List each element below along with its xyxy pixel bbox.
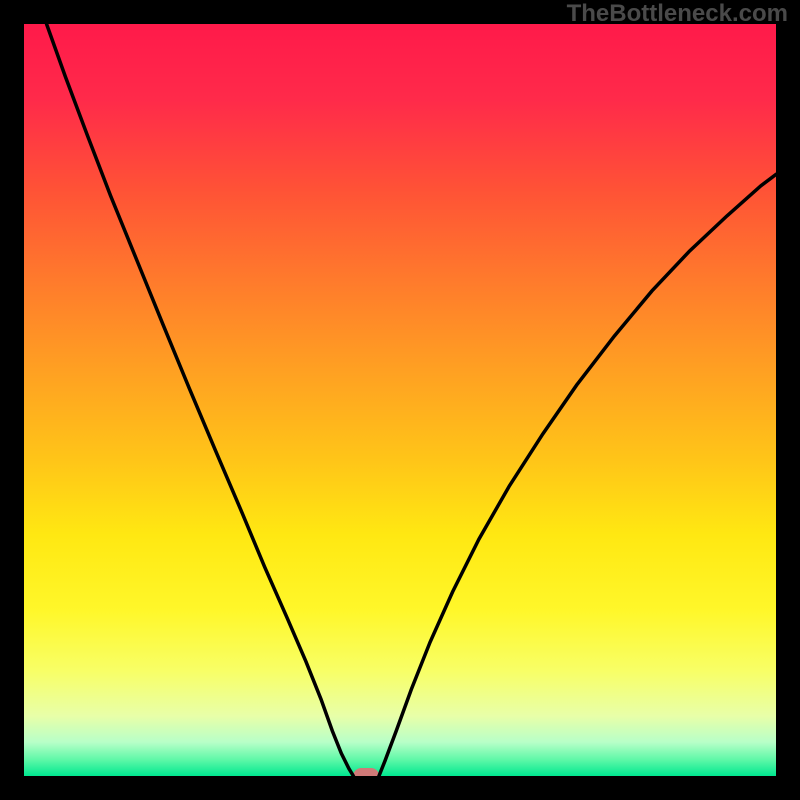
bottleneck-marker xyxy=(353,768,379,776)
watermark-text: TheBottleneck.com xyxy=(567,0,788,28)
bottleneck-chart xyxy=(24,24,776,776)
chart-outer-frame: TheBottleneck.com xyxy=(0,0,800,800)
gradient-background xyxy=(24,24,776,776)
